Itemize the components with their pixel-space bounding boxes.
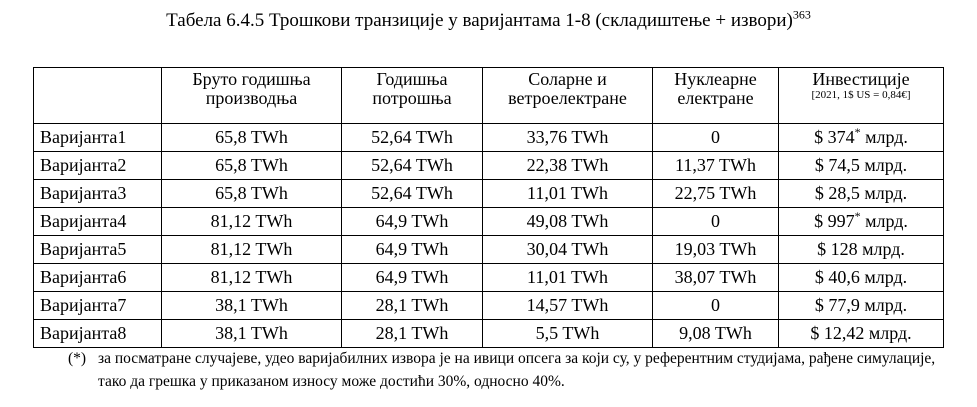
- cell: 64,9 TWh: [341, 235, 483, 264]
- cell: 5,5 TWh: [482, 319, 653, 348]
- investment-cell: $ 77,9 млрд.: [778, 291, 944, 320]
- row-label: Варијанта5: [33, 235, 162, 264]
- cell: 22,75 TWh: [652, 179, 779, 208]
- header-cell: Годишња потрошња: [341, 67, 483, 124]
- cell: 81,12 TWh: [161, 263, 342, 292]
- cell: 11,01 TWh: [482, 263, 653, 292]
- header-line: Нуклеарне: [674, 69, 757, 89]
- header-line: Инвестиције: [812, 69, 910, 89]
- cell: 65,8 TWh: [161, 151, 342, 180]
- header-line: електране: [677, 88, 754, 108]
- header-line: потрошња: [372, 88, 452, 108]
- cell: 49,08 TWh: [482, 207, 653, 236]
- footnote-marker: (*): [68, 350, 87, 367]
- cell: 81,12 TWh: [161, 207, 342, 236]
- footnote: (*) за посматране случајеве, удео варијаб…: [68, 347, 938, 393]
- header-cell: Бруто годишња производња: [161, 67, 342, 124]
- header-line: Соларне и: [528, 69, 607, 89]
- header-cell: Соларне и ветроелектране: [482, 67, 653, 124]
- row-label: Варијанта7: [33, 291, 162, 320]
- row: Варијанта5 81,12 TWh 64,9 TWh 30,04 TWh 19,0…: [33, 235, 944, 264]
- investment-cell: $ 12,42 млрд.: [778, 319, 944, 348]
- header-line: производња: [205, 88, 298, 108]
- investment-cell: $ 74,5 млрд.: [778, 151, 944, 180]
- amount: $ 77,9: [814, 295, 860, 315]
- row-label: Варијанта3: [33, 179, 162, 208]
- amount: $ 28,5: [814, 183, 860, 203]
- note-mark: *: [854, 125, 861, 139]
- investment-cell: $ 997* млрд.: [778, 207, 944, 236]
- header-note: [2021, 1$ US = 0,84€]: [811, 89, 911, 101]
- row-label: Варијанта4: [33, 207, 162, 236]
- table-title: Табела 6.4.5 Трошкови транзиције у вариј…: [0, 7, 977, 32]
- unit: млрд.: [868, 323, 912, 343]
- row: Варијанта8 38,1 TWh 28,1 TWh 5,5 TWh 9,08 TW…: [33, 319, 944, 348]
- note-mark: *: [854, 209, 861, 223]
- cell: 0: [652, 123, 779, 152]
- cell: 38,07 TWh: [652, 263, 779, 292]
- cell: 33,76 TWh: [482, 123, 653, 152]
- header-cell: [33, 67, 162, 124]
- cell: 81,12 TWh: [161, 235, 342, 264]
- row-label: Варијанта8: [33, 319, 162, 348]
- row-label: Варијанта2: [33, 151, 162, 180]
- amount: $ 374: [814, 127, 855, 147]
- unit: млрд.: [865, 127, 908, 147]
- cell: 52,64 TWh: [341, 123, 483, 152]
- amount: $ 128: [817, 239, 858, 259]
- title-ref: 363: [792, 7, 811, 22]
- header-cell: Инвестиције [2021, 1$ US = 0,84€]: [778, 67, 944, 124]
- row: Варијанта2 65,8 TWh 52,64 TWh 22,38 TWh 11,3…: [33, 151, 944, 180]
- cell: 64,9 TWh: [341, 207, 483, 236]
- unit: млрд.: [864, 155, 908, 175]
- unit: млрд.: [864, 267, 908, 287]
- cell: 65,8 TWh: [161, 123, 342, 152]
- cell: 38,1 TWh: [161, 291, 342, 320]
- cell: 9,08 TWh: [652, 319, 779, 348]
- header-line: Бруто годишња: [192, 69, 311, 89]
- header-row: Бруто годишња производња Годишња потрошња Со…: [33, 67, 944, 124]
- row: Варијанта4 81,12 TWh 64,9 TWh 49,08 TWh 0 $ 9…: [33, 207, 944, 236]
- row-label: Варијанта6: [33, 263, 162, 292]
- footnote-text: за посматране случајеве, удео варијабилн…: [98, 350, 936, 390]
- cell: 64,9 TWh: [341, 263, 483, 292]
- amount: $ 74,5: [814, 155, 860, 175]
- unit: млрд.: [864, 295, 908, 315]
- cell: 65,8 TWh: [161, 179, 342, 208]
- unit: млрд.: [864, 183, 908, 203]
- table: Бруто годишња производња Годишња потрошња Со…: [33, 67, 944, 348]
- investment-cell: $ 28,5 млрд.: [778, 179, 944, 208]
- header-line: Годишња: [376, 69, 448, 89]
- amount: $ 12,42: [810, 323, 865, 343]
- unit: млрд.: [865, 211, 908, 231]
- cell: 14,57 TWh: [482, 291, 653, 320]
- cell: 52,64 TWh: [341, 151, 483, 180]
- cell: 0: [652, 291, 779, 320]
- cell: 30,04 TWh: [482, 235, 653, 264]
- cell: 11,37 TWh: [652, 151, 779, 180]
- cell: 11,01 TWh: [482, 179, 653, 208]
- row: Варијанта7 38,1 TWh 28,1 TWh 14,57 TWh 0 $ 77…: [33, 291, 944, 320]
- row: Варијанта3 65,8 TWh 52,64 TWh 11,01 TWh 22,7…: [33, 179, 944, 208]
- title-text: Табела 6.4.5 Трошкови транзиције у вариј…: [166, 10, 793, 31]
- cell: 38,1 TWh: [161, 319, 342, 348]
- cell: 0: [652, 207, 779, 236]
- investment-cell: $ 374* млрд.: [778, 123, 944, 152]
- cell: 52,64 TWh: [341, 179, 483, 208]
- row-label: Варијанта1: [33, 123, 162, 152]
- row: Варијанта1 65,8 TWh 52,64 TWh 33,76 TWh 0 $ 3…: [33, 123, 944, 152]
- header-line: ветроелектране: [508, 88, 627, 108]
- header-cell: Нуклеарне електране: [652, 67, 779, 124]
- cell: 19,03 TWh: [652, 235, 779, 264]
- cell: 22,38 TWh: [482, 151, 653, 180]
- investment-cell: $ 40,6 млрд.: [778, 263, 944, 292]
- row: Варијанта6 81,12 TWh 64,9 TWh 11,01 TWh 38,0…: [33, 263, 944, 292]
- amount: $ 40,6: [814, 267, 860, 287]
- unit: млрд.: [862, 239, 905, 259]
- cell: 28,1 TWh: [341, 291, 483, 320]
- investment-cell: $ 128 млрд.: [778, 235, 944, 264]
- amount: $ 997: [814, 211, 855, 231]
- cell: 28,1 TWh: [341, 319, 483, 348]
